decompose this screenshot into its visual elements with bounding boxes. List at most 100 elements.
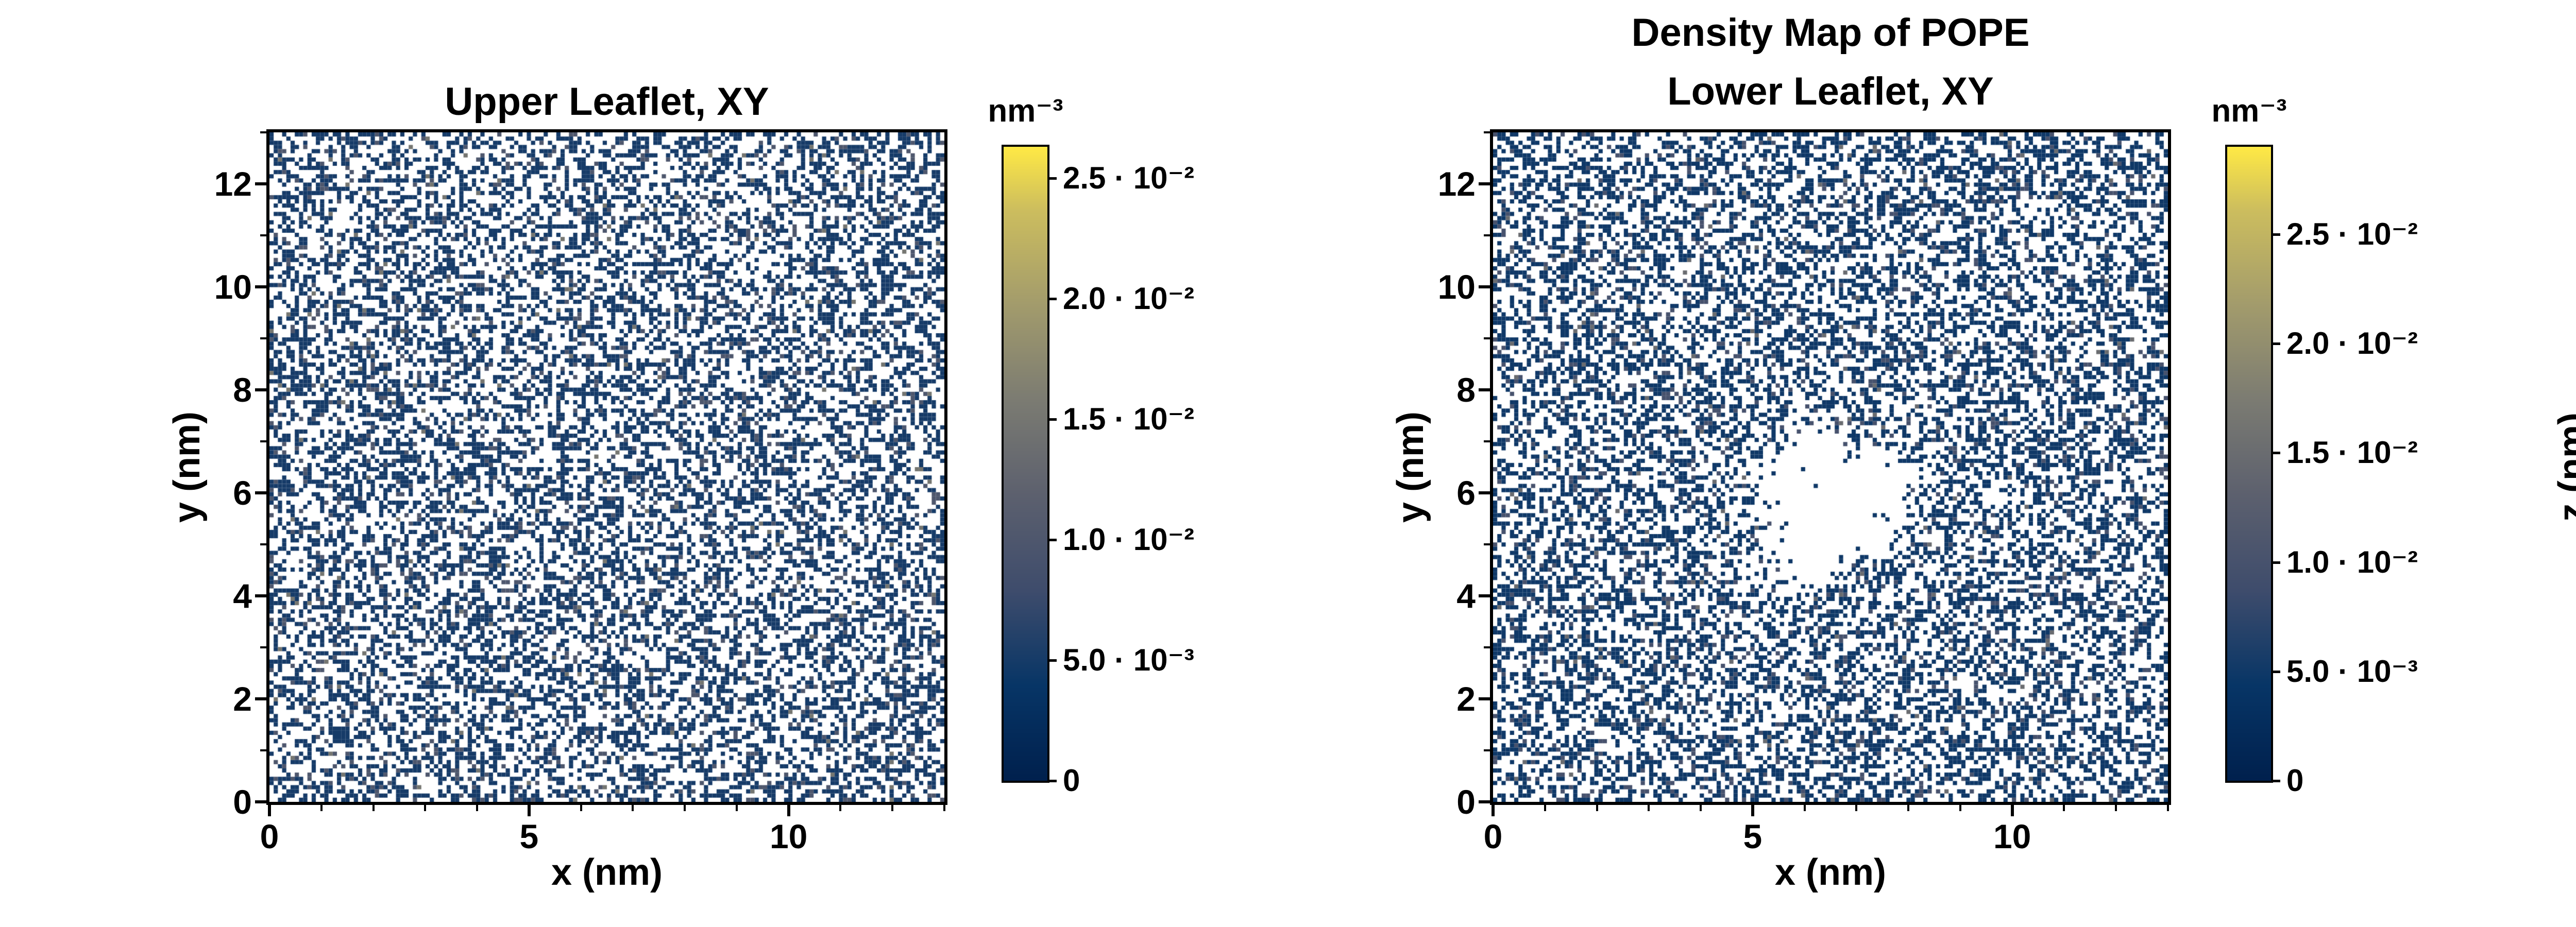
y-axis-label: z (nm) [2551,413,2576,522]
panel-title: Upper Leaflet, XY [445,80,769,124]
y-minor-tick [260,440,266,442]
x-tick-label: 5 [1743,817,1762,855]
x-major-tick [1492,805,1495,816]
colorbar-tick [1049,297,1057,300]
y-tick-label: 2 [1456,680,1476,718]
x-axis-label: x (nm) [551,852,663,893]
colorbar-tick-label: 1.5 · 10⁻² [2286,435,2418,470]
y-major-tick [255,800,266,803]
colorbar-tick [1049,780,1057,782]
y-minor-tick [260,234,266,236]
x-major-tick [787,805,790,816]
x-minor-tick [632,805,634,811]
x-minor-tick [735,805,738,811]
x-tick-label: 0 [260,817,279,855]
x-minor-tick [1803,805,1806,811]
y-tick-label: 10 [1437,268,1476,306]
panel-title: Lower Leaflet, XY [1667,70,1994,113]
y-major-tick [1479,594,1490,597]
colorbar-tick [2273,780,2280,782]
y-major-tick [255,491,266,494]
y-major-tick [255,182,266,185]
colorbar-tick [1049,177,1057,180]
y-tick-label: 4 [2523,227,2576,261]
x-axis-label: x (nm) [1775,852,1886,893]
colorbar-tick [2273,233,2280,236]
y-major-tick [1479,697,1490,700]
y-tick-label: 12 [1437,165,1476,203]
y-major-tick [1479,800,1490,803]
colorbar-tick-label: 2.0 · 10⁻² [1063,281,1195,316]
panel-upper-leaflet-xy: Upper Leaflet, XY y (nm) x (nm) nm⁻³ 0 5 1… [0,0,1236,927]
y-tick-label: −4 [2523,673,2576,707]
colorbar-frame [1002,145,1049,783]
x-minor-tick [580,805,582,811]
x-minor-tick [1544,805,1546,811]
x-minor-tick [839,805,842,811]
x-minor-tick [1700,805,1702,811]
plot-frame [266,129,947,805]
y-major-tick [1479,491,1490,494]
x-tick-label: 0 [1483,817,1503,855]
y-tick-label: 2 [2523,338,2576,372]
y-major-tick [255,594,266,597]
y-minor-tick [260,749,266,751]
colorbar-tick-label: 5.0 · 10⁻³ [1063,642,1195,677]
x-minor-tick [1855,805,1858,811]
x-minor-tick [476,805,479,811]
x-tick-label: 10 [1993,817,2031,855]
x-tick-label: 5 [519,817,539,855]
x-minor-tick [424,805,427,811]
colorbar-tick [1049,418,1057,421]
colorbar-tick [2273,452,2280,455]
x-major-tick [1751,805,1754,816]
x-minor-tick [2063,805,2065,811]
y-major-tick [255,285,266,288]
x-minor-tick [320,805,323,811]
colorbar-tick [1049,659,1057,662]
panel-transversal-yz: Transversal View, YZ z (nm) y (nm) nm⁻³ … [2473,0,2576,927]
colorbar-tick-label: 5.0 · 10⁻³ [2286,654,2418,689]
y-major-tick [1479,182,1490,185]
y-tick-label: 0 [233,783,252,821]
x-minor-tick [943,805,945,811]
y-minor-tick [1484,234,1490,236]
x-major-tick [2010,805,2014,816]
y-minor-tick [1484,440,1490,442]
y-minor-tick [1484,131,1490,133]
y-tick-label: 4 [233,577,252,615]
x-minor-tick [2167,805,2169,811]
x-minor-tick [1907,805,1910,811]
y-tick-label: 0 [1456,783,1476,821]
x-minor-tick [1596,805,1598,811]
x-minor-tick [891,805,894,811]
x-major-tick [527,805,531,816]
y-tick-label: 4 [1456,577,1476,615]
colorbar-unit-label: nm⁻³ [988,93,1063,129]
colorbar-tick-label: 1.5 · 10⁻² [1063,401,1195,436]
x-minor-tick [372,805,375,811]
colorbar-frame [2225,145,2273,783]
density-map-canvas [269,132,944,802]
colorbar-tick-label: 2.5 · 10⁻² [2286,216,2418,251]
y-minor-tick [1484,337,1490,339]
y-minor-tick [1484,543,1490,545]
density-map-canvas [1493,132,2168,802]
colorbar-tick [2273,342,2280,346]
y-tick-label: −2 [2523,562,2576,596]
y-tick-label: 8 [1456,371,1476,409]
panel-title: Transversal View, YZ [2477,82,2576,122]
colorbar-tick-label: 2.5 · 10⁻² [1063,160,1195,195]
colorbar-tick-label: 0 [2286,763,2304,798]
y-tick-label: 2 [233,680,252,718]
colorbar-gradient-canvas [2227,147,2271,781]
colorbar-tick-label: 1.0 · 10⁻² [1063,522,1195,557]
colorbar-unit-label: nm⁻³ [2211,93,2287,129]
y-axis-label: y (nm) [1390,411,1431,523]
colorbar-tick-label: 1.0 · 10⁻² [2286,544,2418,579]
y-major-tick [255,697,266,700]
y-tick-label: 8 [233,371,252,409]
y-tick-label: 12 [214,165,252,203]
y-axis-label: y (nm) [166,411,208,523]
